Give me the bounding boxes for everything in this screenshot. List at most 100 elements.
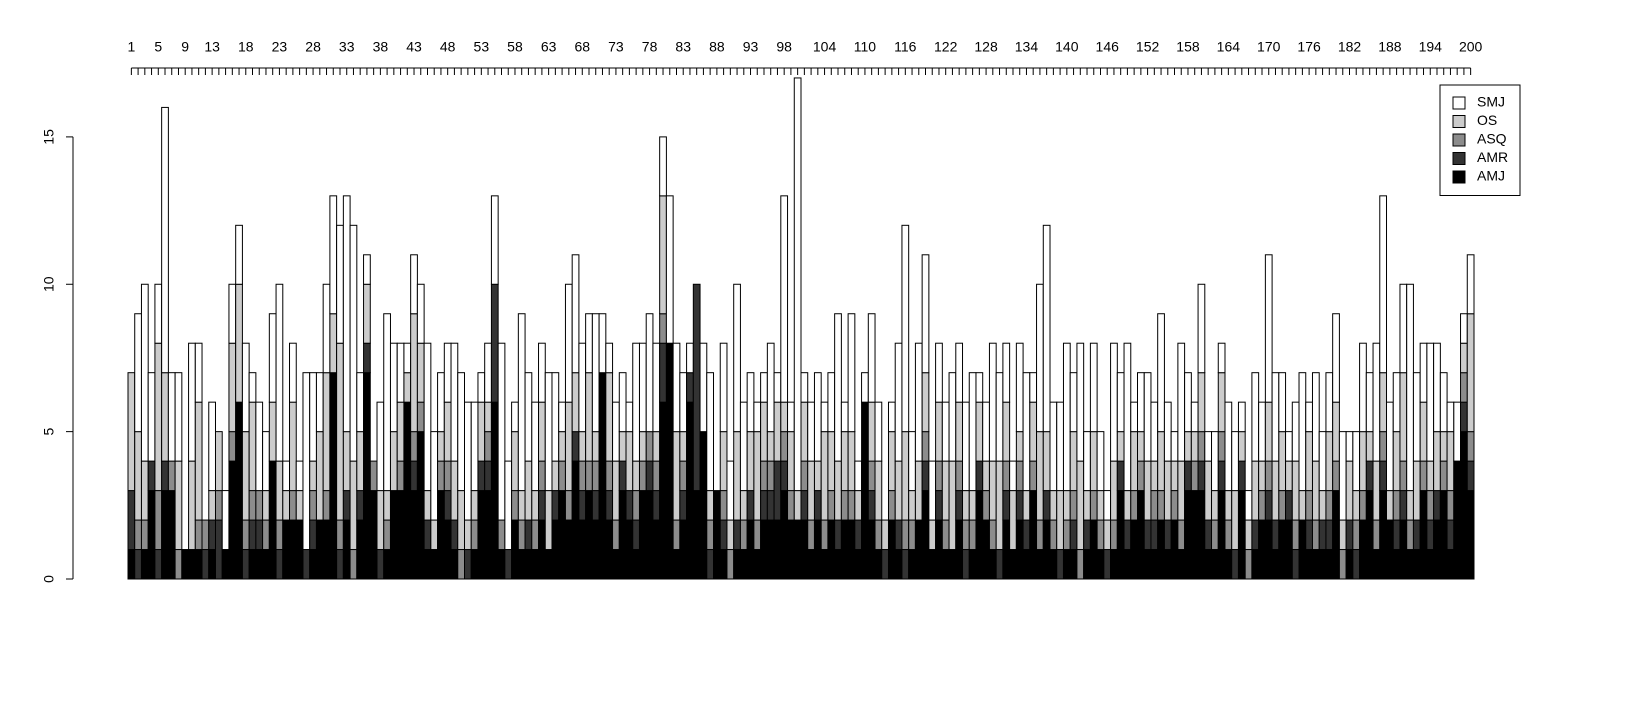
bar-segment — [571, 254, 580, 374]
bar-segment — [679, 431, 688, 462]
bar-segment — [1143, 460, 1152, 521]
bar-segment — [1130, 431, 1139, 492]
bar-segment — [1184, 372, 1192, 433]
bar-segment — [1412, 460, 1421, 521]
bar-segment — [1116, 431, 1125, 462]
bar-segment — [161, 106, 169, 374]
bar-segment — [1426, 490, 1435, 521]
bar-segment — [948, 372, 957, 462]
bar-segment — [585, 490, 593, 580]
bar-segment — [235, 401, 243, 580]
bar-segment — [1211, 431, 1219, 492]
bar-segment — [268, 460, 277, 580]
bar-segment — [1325, 490, 1334, 521]
bar-segment — [1177, 549, 1186, 580]
bar-segment — [645, 460, 654, 492]
bar-segment — [1217, 342, 1226, 374]
bar-segment — [1076, 549, 1085, 580]
bar-segment — [147, 460, 156, 492]
bar-segment — [1009, 460, 1017, 492]
bar-segment — [1291, 460, 1300, 521]
bar-segment — [551, 372, 560, 462]
legend-label: AMR — [1477, 149, 1508, 165]
bar-segment — [605, 372, 614, 462]
bar-segment — [524, 372, 533, 462]
bar-segment — [450, 519, 459, 551]
bar-segment — [248, 490, 257, 521]
bar-segment — [935, 342, 943, 403]
bar-segment — [679, 490, 688, 521]
bar-segment — [1015, 342, 1024, 433]
bar-segment — [1439, 431, 1448, 462]
bar-segment — [1372, 549, 1381, 580]
bar-segment — [962, 490, 970, 521]
bar-segment — [995, 549, 1004, 580]
bar-segment — [753, 401, 762, 433]
bar-segment — [140, 549, 149, 580]
bar-segment — [1150, 460, 1159, 492]
bar-segment — [443, 519, 452, 580]
bar-segment — [773, 460, 782, 521]
bar-segment — [1332, 460, 1340, 492]
bar-segment — [1264, 519, 1273, 580]
bar-segment — [800, 401, 809, 462]
bar-segment — [1029, 401, 1038, 462]
bar-segment — [908, 519, 916, 551]
bar-segment — [322, 490, 331, 521]
bar-segment — [1163, 549, 1172, 580]
bar-segment — [679, 460, 688, 492]
bar-segment — [1439, 490, 1448, 580]
bar-segment — [403, 372, 412, 403]
bar-segment — [787, 431, 795, 492]
bar-segment — [241, 342, 250, 433]
bar-segment — [1056, 490, 1064, 551]
bar-segment — [988, 519, 997, 551]
bar-segment — [342, 490, 351, 521]
bar-segment — [585, 460, 593, 492]
bar-segment — [995, 372, 1004, 462]
bar-segment — [289, 490, 297, 521]
bar-segment — [813, 519, 822, 580]
x-tick-label: 1 — [127, 39, 135, 55]
legend-swatch — [1452, 133, 1466, 147]
bar-segment — [1224, 519, 1233, 551]
bar-segment — [1426, 342, 1435, 462]
bar-segment — [632, 342, 640, 462]
bar-segment — [309, 549, 317, 580]
legend-swatch — [1452, 115, 1466, 128]
bar-segment — [1419, 401, 1428, 462]
bar-segment — [867, 313, 876, 403]
bar-segment — [1258, 519, 1266, 580]
bar-segment — [1130, 401, 1139, 433]
bar-segment — [881, 549, 889, 580]
bar-segment — [1291, 519, 1300, 551]
bar-segment — [813, 490, 822, 521]
bar-segment — [1163, 519, 1172, 551]
bar-segment — [1433, 342, 1441, 433]
bar-segment — [1419, 460, 1428, 492]
bar-segment — [282, 519, 291, 580]
bar-segment — [908, 431, 916, 492]
bar-segment — [585, 372, 593, 462]
bar-segment — [1022, 372, 1031, 492]
bar-segment — [1190, 460, 1199, 492]
bar-segment — [719, 490, 728, 521]
bar-segment — [800, 519, 809, 580]
x-tick-label: 98 — [776, 39, 792, 55]
bar-segment — [713, 490, 721, 580]
bar-segment — [914, 342, 923, 462]
bar-segment — [1123, 490, 1132, 521]
bar-segment — [538, 490, 546, 521]
bar-segment — [719, 342, 728, 433]
bar-segment — [524, 519, 533, 551]
bar-segment — [1211, 549, 1219, 580]
bar-segment — [1083, 490, 1091, 521]
x-tick-label: 146 — [1096, 39, 1120, 55]
bar-segment — [1412, 549, 1421, 580]
bar-segment — [228, 342, 237, 433]
bar-segment — [383, 549, 391, 580]
bar-segment — [598, 372, 607, 580]
x-tick-label: 73 — [608, 39, 624, 55]
bar-segment — [363, 372, 371, 580]
legend-swatch — [1452, 152, 1466, 165]
